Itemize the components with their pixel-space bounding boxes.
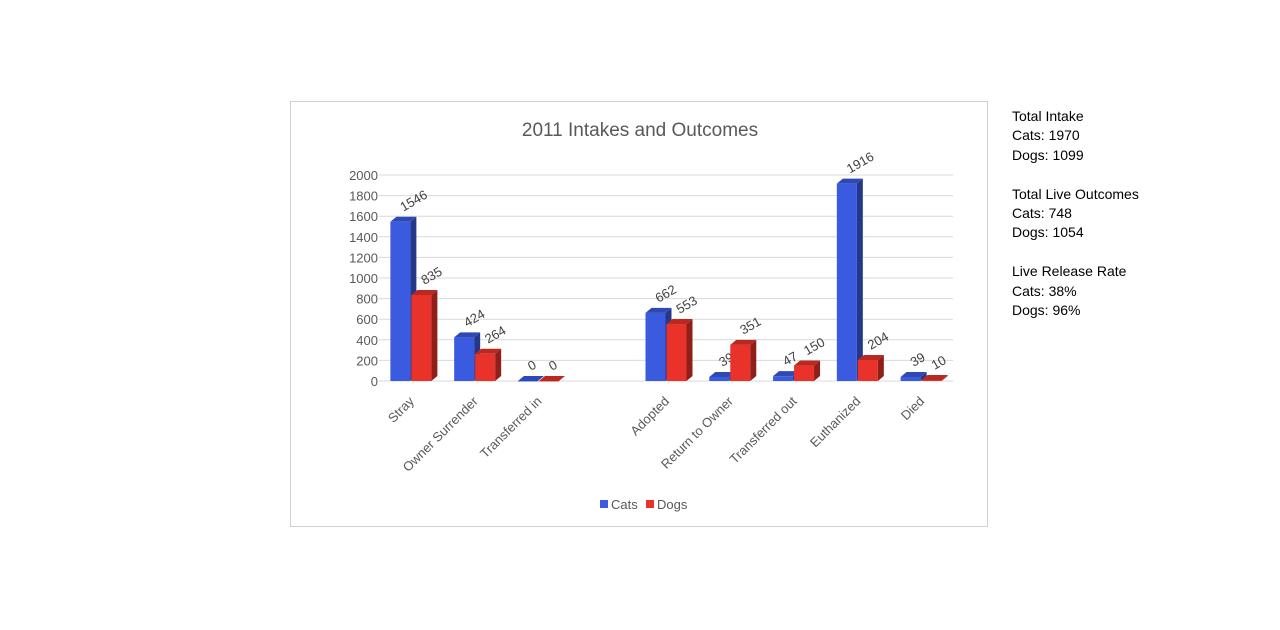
y-tick-label: 0	[371, 374, 378, 389]
chart-title: 2011 Intakes and Outcomes	[522, 120, 758, 141]
bar-side-dogs	[750, 339, 757, 381]
data-label-cats: 1916	[844, 149, 877, 176]
live-release-rate-heading: Live Release Rate	[1012, 263, 1127, 280]
total-live-outcomes-group: Total Live Outcomes Cats: 748 Dogs: 1054	[1012, 185, 1139, 243]
bar-top-dogs	[411, 289, 438, 295]
bar-top-cats	[517, 376, 544, 381]
bar-side-cats	[920, 371, 927, 381]
total-live-outcomes-heading: Total Live Outcomes	[1012, 185, 1139, 202]
y-tick-label: 2000	[349, 168, 378, 183]
bar-cats	[773, 376, 794, 381]
bar-dogs	[857, 359, 878, 381]
data-label-cats: 424	[461, 306, 487, 330]
x-category-label: Euthanized	[807, 394, 864, 451]
bar-chart: 2011 Intakes and Outcomes 0 200 400 600 800 1…	[349, 120, 953, 512]
y-tick-label: 1000	[349, 271, 378, 286]
bar-top-cats	[390, 216, 417, 222]
y-tick-label: 1200	[349, 250, 378, 265]
bar-top-dogs	[666, 319, 693, 325]
chart-frame: 2011 Intakes and Outcomes 0 200 400 600 800 1…	[290, 101, 988, 527]
bar-cats	[517, 381, 538, 382]
bar-top-cats	[900, 371, 927, 377]
x-category-label: Transferred out	[727, 393, 800, 466]
data-label-dogs: 204	[865, 329, 891, 353]
bar-side-dogs	[941, 374, 948, 381]
data-label-dogs: 150	[801, 334, 827, 358]
bar-dogs	[794, 365, 815, 381]
total-intake-cats: Cats: 1970	[1012, 127, 1080, 144]
bar-top-cats	[709, 371, 736, 377]
bar-dogs	[666, 324, 687, 381]
live-release-rate-cats: Cats: 38%	[1012, 282, 1077, 299]
bar-side-cats	[856, 178, 863, 381]
bar-top-dogs	[857, 354, 884, 360]
y-tick-label: 1800	[349, 189, 378, 204]
data-label-cats: 39	[908, 349, 928, 369]
data-label-dogs: 10	[929, 352, 949, 372]
legend-swatch-dogs	[646, 500, 654, 508]
y-tick-label: 400	[356, 333, 378, 348]
bar-top-dogs	[538, 376, 565, 381]
bar-top-cats	[773, 371, 800, 377]
legend-swatch-cats	[600, 500, 608, 508]
bar-side-dogs	[814, 360, 821, 381]
y-tick-label: 600	[356, 312, 378, 327]
y-tick-label: 1400	[349, 230, 378, 245]
total-live-outcomes-cats: Cats: 748	[1012, 205, 1072, 222]
bar-side-dogs	[686, 319, 693, 381]
x-category-label: Transferred in	[477, 394, 544, 461]
bar-cats	[900, 376, 921, 381]
bar-side-dogs	[431, 289, 438, 381]
bar-top-dogs	[921, 374, 948, 380]
data-label-dogs: 0	[546, 357, 560, 374]
data-label-dogs: 351	[737, 314, 763, 338]
bar-dogs	[538, 381, 559, 382]
x-category-label: Died	[898, 394, 928, 424]
bar-side-dogs	[495, 348, 502, 381]
data-label-cats: 47	[780, 349, 800, 369]
y-tick-label: 800	[356, 292, 378, 307]
data-label-dogs: 553	[674, 293, 700, 317]
bar-dogs	[921, 379, 942, 381]
x-category-label: Adopted	[627, 394, 672, 439]
legend-label-cats: Cats	[611, 497, 638, 512]
bar-top-cats	[454, 332, 481, 338]
total-live-outcomes-dogs: Dogs: 1054	[1012, 224, 1084, 241]
total-intake-heading: Total Intake	[1012, 108, 1084, 124]
bar-cats	[454, 337, 475, 381]
data-label-dogs: 835	[418, 264, 444, 288]
data-label-cats: 0	[525, 357, 539, 374]
live-release-rate-group: Live Release Rate Cats: 38% Dogs: 96%	[1012, 262, 1139, 320]
data-label-dogs: 264	[482, 323, 508, 347]
bar-top-dogs	[794, 360, 821, 366]
bar-dogs	[411, 294, 432, 381]
bar-side-dogs	[877, 354, 884, 381]
bar-cats	[645, 312, 666, 381]
bar-dogs	[475, 353, 496, 381]
bar-top-cats	[836, 178, 863, 184]
y-tick-label: 1600	[349, 209, 378, 224]
bar-top-cats	[645, 307, 672, 313]
live-release-rate-dogs: Dogs: 96%	[1012, 302, 1081, 319]
bar-top-dogs	[475, 348, 502, 354]
bar-cats	[836, 183, 857, 381]
legend-label-dogs: Dogs	[657, 497, 688, 512]
bar-cats	[390, 221, 411, 381]
data-label-cats: 1546	[397, 187, 430, 214]
y-tick-label: 200	[356, 353, 378, 368]
total-intake-group: Total Intake Cats: 1970 Dogs: 1099	[1012, 107, 1139, 165]
x-category-label: Stray	[385, 393, 417, 425]
bar-cats	[709, 376, 730, 381]
bar-dogs	[730, 344, 751, 381]
total-intake-dogs: Dogs: 1099	[1012, 146, 1084, 163]
summary-notes: Total Intake Cats: 1970 Dogs: 1099 Total…	[1012, 107, 1139, 340]
bar-top-dogs	[730, 339, 757, 345]
